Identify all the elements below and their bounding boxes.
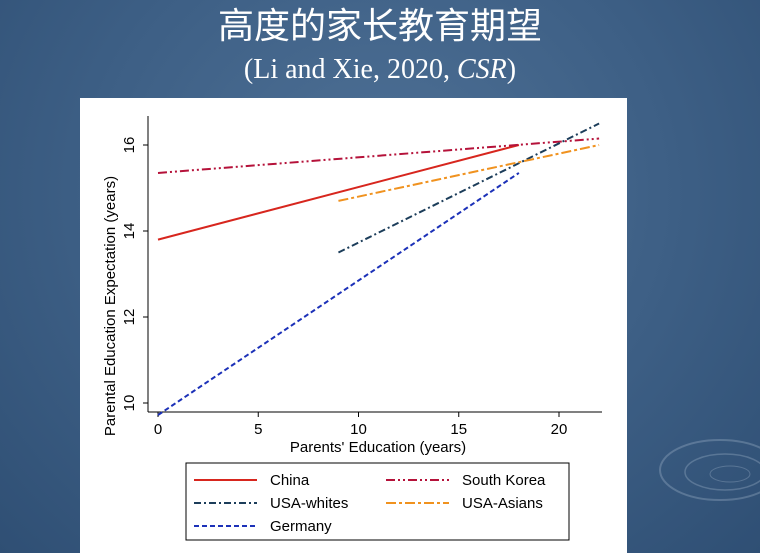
chart-panel: 0 5 10 15 20 10 12 14 16 Parents' Education (yea… — [80, 98, 627, 553]
series-line-china — [157, 144, 520, 241]
x-tick-label: 15 — [450, 421, 467, 438]
subtitle-close: ) — [506, 54, 517, 85]
slide-title: 高度的家长教育期望 — [217, 6, 542, 47]
x-tick-label: 0 — [154, 421, 162, 438]
legend-label: USA-whites — [270, 495, 348, 512]
y-tick-label: 14 — [121, 223, 138, 240]
subtitle-journal: CSR — [456, 54, 507, 85]
chart-legend: China South Korea USA-whites USA-Asians Germ… — [185, 462, 570, 541]
background-swirl-decoration — [659, 439, 760, 501]
slide-subtitle: (Li and Xie, 2020, CSR) — [0, 52, 760, 88]
subtitle-citation: (Li and Xie, 2020, — [243, 54, 457, 85]
y-tick-label: 16 — [121, 137, 138, 154]
y-tick-label: 10 — [121, 395, 138, 412]
line-chart: 0 5 10 15 20 10 12 14 16 Parents' Education (yea… — [102, 116, 602, 541]
legend-label: China — [270, 472, 310, 489]
series-line-south-korea — [157, 137, 600, 174]
series-line-usa-whites — [338, 122, 600, 254]
legend-label: USA-Asians — [462, 495, 543, 512]
x-tick-label: 10 — [350, 421, 367, 438]
legend-label: Germany — [270, 518, 332, 535]
x-tick-label: 5 — [254, 421, 262, 438]
series-line-germany — [157, 172, 520, 416]
x-axis-label: Parents' Education (years) — [290, 439, 466, 456]
y-tick-label: 12 — [121, 309, 138, 326]
series-line-usa-asians — [338, 144, 600, 202]
legend-label: South Korea — [462, 472, 546, 489]
plot-lines — [157, 122, 600, 416]
legend-box — [185, 462, 570, 541]
x-tick-label: 20 — [551, 421, 568, 438]
chart-axes: 0 5 10 15 20 10 12 14 16 — [121, 116, 602, 438]
y-axis-label: Parental Education Expectation (years) — [102, 176, 119, 436]
